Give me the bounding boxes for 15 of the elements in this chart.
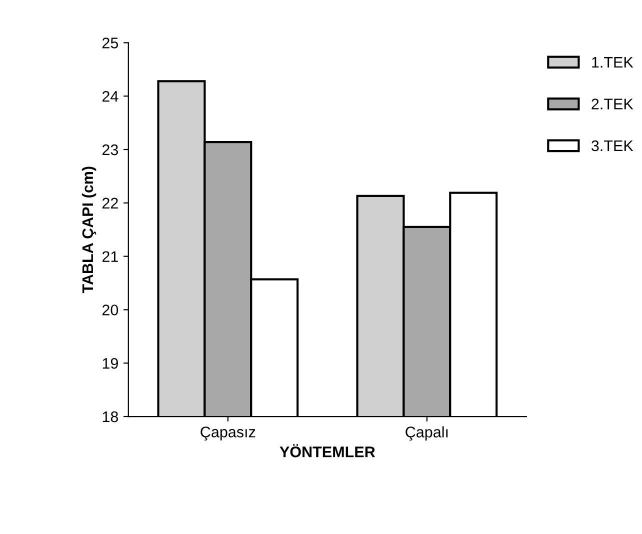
y-tick-label: 24: [102, 90, 118, 102]
y-tick-label: 23: [102, 144, 118, 156]
x-axis-title: YÖNTEMLER: [280, 444, 376, 458]
legend-label: 1.TEK: [592, 57, 634, 68]
y-tick-label: 22: [102, 198, 118, 208]
y-tick-label: 20: [102, 304, 118, 316]
legend-label: 2.TEK: [592, 98, 634, 110]
legend-label: 3.TEK: [592, 140, 634, 152]
y-tick-label: 25: [102, 38, 118, 48]
x-tick-label: Çapasız: [200, 426, 256, 440]
y-tick-label: 21: [102, 251, 118, 262]
x-tick-label: Çapalı: [406, 426, 448, 441]
y-axis-title: TABLA ÇAPI (cm): [82, 166, 96, 294]
y-tick-label: 19: [102, 358, 118, 369]
y-tick-label: 18: [102, 411, 118, 422]
